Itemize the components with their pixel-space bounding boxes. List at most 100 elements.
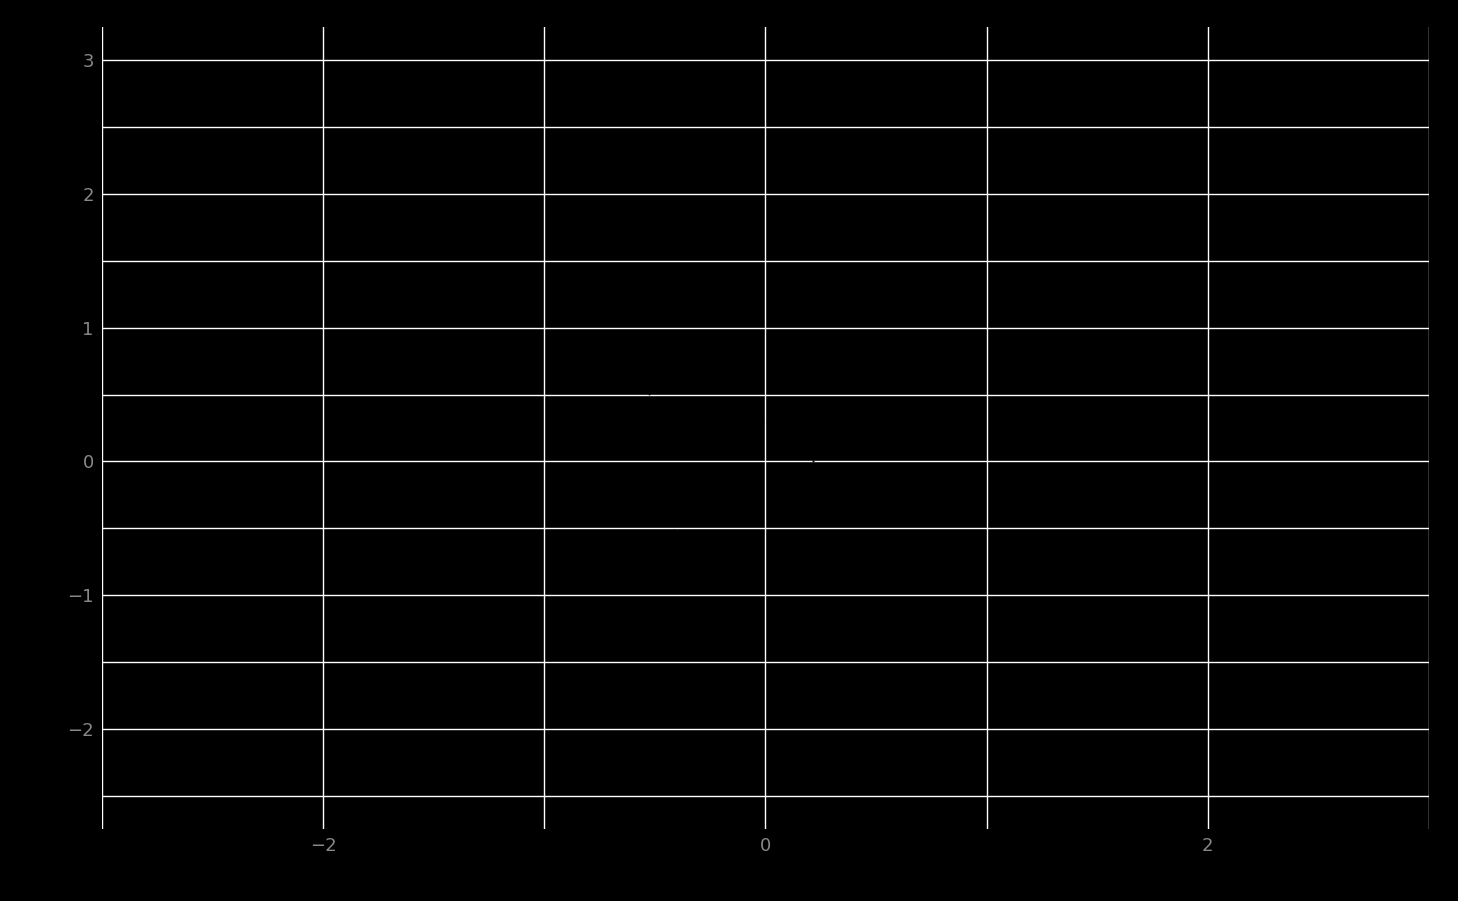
Point xyxy=(500,463,523,478)
Point xyxy=(1153,215,1177,230)
Point xyxy=(940,371,964,386)
Point xyxy=(1112,362,1136,377)
Point xyxy=(949,274,972,288)
Point xyxy=(824,364,847,378)
Point xyxy=(706,490,729,505)
Point xyxy=(672,478,695,493)
Point xyxy=(717,513,741,527)
Point xyxy=(863,573,886,587)
Point xyxy=(331,665,354,679)
Point xyxy=(888,450,911,464)
Point xyxy=(662,523,685,537)
Point xyxy=(744,393,767,407)
Point xyxy=(831,515,854,530)
Point xyxy=(767,347,790,361)
Point xyxy=(558,427,582,441)
Point xyxy=(771,410,795,424)
Point xyxy=(770,416,793,431)
Point xyxy=(1115,304,1139,318)
Point xyxy=(588,539,611,553)
Point xyxy=(924,336,948,350)
Point xyxy=(679,614,703,629)
Point xyxy=(623,505,646,520)
Point xyxy=(733,291,757,305)
Point xyxy=(891,560,914,574)
Point xyxy=(461,424,484,439)
Point xyxy=(749,524,773,539)
Point xyxy=(821,580,844,595)
Point xyxy=(579,638,602,652)
Point xyxy=(773,490,796,505)
Point xyxy=(459,561,483,576)
Point xyxy=(857,381,881,396)
Point xyxy=(691,573,714,587)
Point xyxy=(924,382,948,396)
Point xyxy=(1079,297,1102,312)
Point xyxy=(596,293,620,307)
Point xyxy=(631,450,655,464)
Point xyxy=(367,615,391,630)
Point xyxy=(480,492,503,506)
Point xyxy=(1047,420,1070,434)
Point xyxy=(809,369,833,384)
Point xyxy=(488,663,512,678)
Point xyxy=(840,503,863,517)
Point xyxy=(1155,265,1178,279)
Point xyxy=(863,460,886,474)
Point xyxy=(1232,87,1255,102)
Point xyxy=(639,450,662,464)
Point xyxy=(846,341,869,355)
Point xyxy=(939,313,962,327)
Point xyxy=(853,575,876,589)
Point xyxy=(822,266,846,280)
Point xyxy=(952,364,975,378)
Point xyxy=(821,436,844,450)
Point xyxy=(936,299,959,314)
Point xyxy=(1013,278,1037,293)
Point xyxy=(468,648,491,662)
Point xyxy=(962,293,986,307)
Point xyxy=(851,530,875,544)
Point xyxy=(779,358,802,372)
Point xyxy=(755,415,779,430)
Point xyxy=(468,539,491,553)
Point xyxy=(573,696,596,710)
Point xyxy=(690,397,713,412)
Point xyxy=(806,540,830,554)
Point xyxy=(605,421,628,435)
Point xyxy=(886,418,910,432)
Point xyxy=(658,421,681,435)
Point xyxy=(1069,257,1092,271)
Point xyxy=(868,403,891,417)
Point xyxy=(894,296,917,310)
Point xyxy=(609,450,633,464)
Point xyxy=(1076,372,1099,387)
Point xyxy=(901,393,924,407)
Point xyxy=(637,387,660,402)
Point xyxy=(949,474,972,488)
Point xyxy=(729,530,752,544)
Point xyxy=(675,469,698,484)
Point xyxy=(1053,407,1076,422)
Point xyxy=(539,553,563,568)
Point xyxy=(662,517,685,532)
Point xyxy=(436,468,459,482)
Point xyxy=(961,377,984,391)
Point xyxy=(802,454,825,469)
Point xyxy=(771,466,795,480)
Point xyxy=(639,376,662,390)
Point xyxy=(688,458,712,472)
Point xyxy=(548,345,572,359)
Point xyxy=(1072,244,1095,259)
Point xyxy=(853,505,876,520)
Point xyxy=(937,297,961,312)
Point xyxy=(522,555,545,569)
Point xyxy=(744,428,767,442)
Point xyxy=(876,359,900,373)
Point xyxy=(1003,357,1026,371)
Point xyxy=(350,682,373,696)
Point xyxy=(662,596,685,611)
Point xyxy=(682,614,706,629)
Point xyxy=(760,479,783,494)
Point xyxy=(1002,381,1025,396)
